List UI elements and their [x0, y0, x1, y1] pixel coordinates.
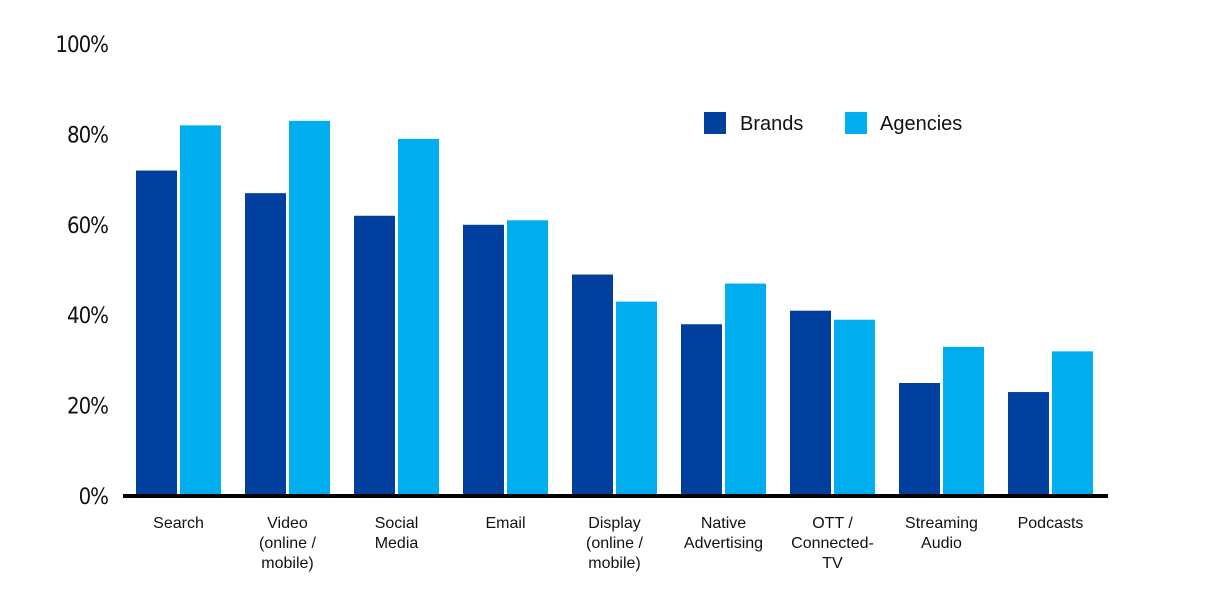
y-tick-label: 100%	[55, 33, 108, 58]
legend: Brands Agencies	[704, 112, 962, 135]
bar-brands-2	[354, 215, 395, 496]
legend-label-brands: Brands	[740, 113, 803, 135]
bar-agencies-6	[834, 319, 875, 496]
bars-group	[136, 120, 1093, 497]
x-axis-ticks: Search Video (online / mobile) Social Media Em…	[153, 515, 1083, 572]
legend-swatch-agencies	[845, 112, 867, 134]
bar-brands-3	[463, 224, 504, 497]
y-tick-label: 40%	[67, 304, 108, 329]
x-tick-label: Social Media	[375, 515, 419, 552]
y-tick-label: 60%	[67, 214, 108, 239]
bar-brands-6	[790, 310, 831, 496]
x-tick-label: Native Advertising	[684, 515, 763, 552]
y-axis-ticks: 0% 20% 40% 60% 80% 100%	[55, 33, 109, 510]
bar-agencies-1	[289, 120, 330, 496]
x-tick-label: Display (online / mobile)	[586, 515, 643, 572]
x-tick-label: Search	[153, 515, 204, 532]
bar-brands-1	[245, 193, 286, 496]
bar-agencies-7	[943, 346, 984, 496]
bar-agencies-5	[725, 283, 766, 496]
legend-label-agencies: Agencies	[880, 113, 962, 135]
legend-swatch-brands	[704, 112, 726, 134]
x-tick-label: Podcasts	[1018, 515, 1084, 532]
x-tick-label: OTT / Connected-TV	[791, 515, 874, 572]
bar-brands-7	[899, 383, 940, 496]
y-tick-label: 80%	[67, 123, 108, 148]
bar-brands-4	[572, 274, 613, 496]
y-tick-label: 20%	[67, 395, 108, 420]
x-tick-label: Streaming Audio	[905, 515, 978, 552]
bar-brands-0	[136, 170, 177, 496]
bar-agencies-0	[180, 125, 221, 497]
bar-brands-8	[1008, 392, 1049, 496]
bar-agencies-3	[507, 220, 548, 496]
y-tick-label: 0%	[79, 485, 109, 510]
x-tick-label: Video (online / mobile)	[259, 515, 316, 572]
bar-agencies-4	[616, 301, 657, 496]
bar-agencies-2	[398, 138, 439, 497]
bar-brands-5	[681, 324, 722, 496]
bar-agencies-8	[1052, 351, 1093, 496]
x-tick-label: Email	[485, 515, 525, 532]
